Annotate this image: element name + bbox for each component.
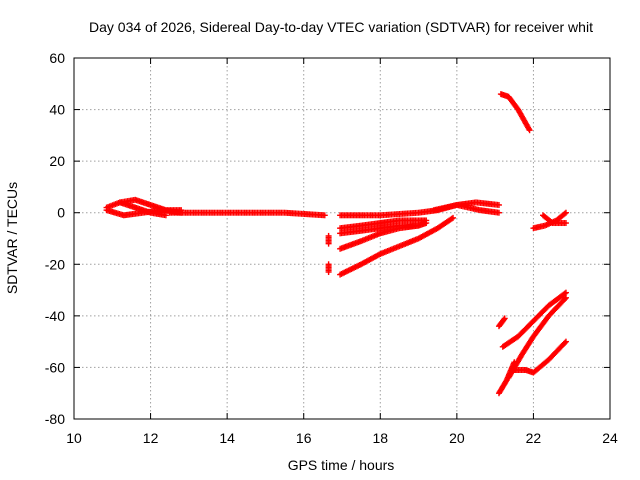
data-point (415, 222, 422, 229)
data-point (562, 338, 569, 345)
chart-title: Day 034 of 2026, Sidereal Day-to-day VTE… (89, 19, 593, 35)
data-point (526, 127, 533, 134)
data-point (495, 209, 502, 216)
y-tick-label: 20 (49, 153, 65, 169)
data-point (500, 316, 507, 323)
data-series (497, 91, 533, 134)
data-point (562, 294, 569, 301)
x-tick-label: 12 (143, 430, 159, 446)
data-series (495, 315, 508, 330)
y-tick-label: -60 (45, 359, 65, 375)
data-series (337, 222, 422, 252)
data-series (511, 338, 569, 376)
data-point (561, 295, 568, 302)
x-tick-label: 18 (372, 430, 388, 446)
data-point (561, 339, 568, 346)
data-point (448, 215, 455, 222)
y-tick-label: 60 (49, 50, 65, 66)
y-axis-label: SDTVAR / TECUs (4, 182, 20, 294)
data-series (499, 289, 569, 350)
x-tick-label: 20 (449, 430, 465, 446)
x-tick-label: 14 (219, 430, 235, 446)
data-point (562, 209, 569, 216)
y-tick-label: -20 (45, 256, 65, 272)
x-tick-label: 16 (296, 430, 312, 446)
x-axis-label: GPS time / hours (288, 457, 395, 473)
data-points (103, 91, 569, 397)
x-tick-label: 10 (66, 430, 82, 446)
data-point (325, 269, 332, 276)
data-point (511, 359, 518, 366)
axis-ticks: 10 12 14 16 18 20 22 24 -80 -60 -40 -20 0 20 40 60 (45, 50, 618, 446)
data-series (540, 212, 569, 227)
data-point (450, 214, 457, 221)
data-point (325, 240, 332, 247)
data-series (430, 201, 502, 216)
data-point (495, 201, 502, 208)
x-tick-label: 22 (526, 430, 542, 446)
data-series (166, 209, 328, 219)
y-tick-label: 40 (49, 102, 65, 118)
data-point (321, 212, 328, 219)
grid-lines (74, 58, 610, 419)
data-point (561, 210, 568, 217)
data-point (562, 289, 569, 296)
data-point (501, 315, 508, 322)
data-point (562, 220, 569, 227)
data-series (337, 214, 457, 278)
plot-frame (73, 57, 611, 420)
x-tick-label: 24 (602, 430, 618, 446)
data-point (423, 220, 430, 227)
data-series (337, 217, 430, 232)
y-tick-label: 0 (57, 205, 65, 221)
data-point (162, 212, 169, 219)
y-tick-label: -40 (45, 308, 65, 324)
data-series (116, 199, 169, 219)
data-series (325, 232, 332, 247)
data-point (561, 290, 568, 297)
data-series (495, 359, 518, 397)
data-series (325, 261, 332, 276)
y-tick-label: -80 (45, 411, 65, 427)
